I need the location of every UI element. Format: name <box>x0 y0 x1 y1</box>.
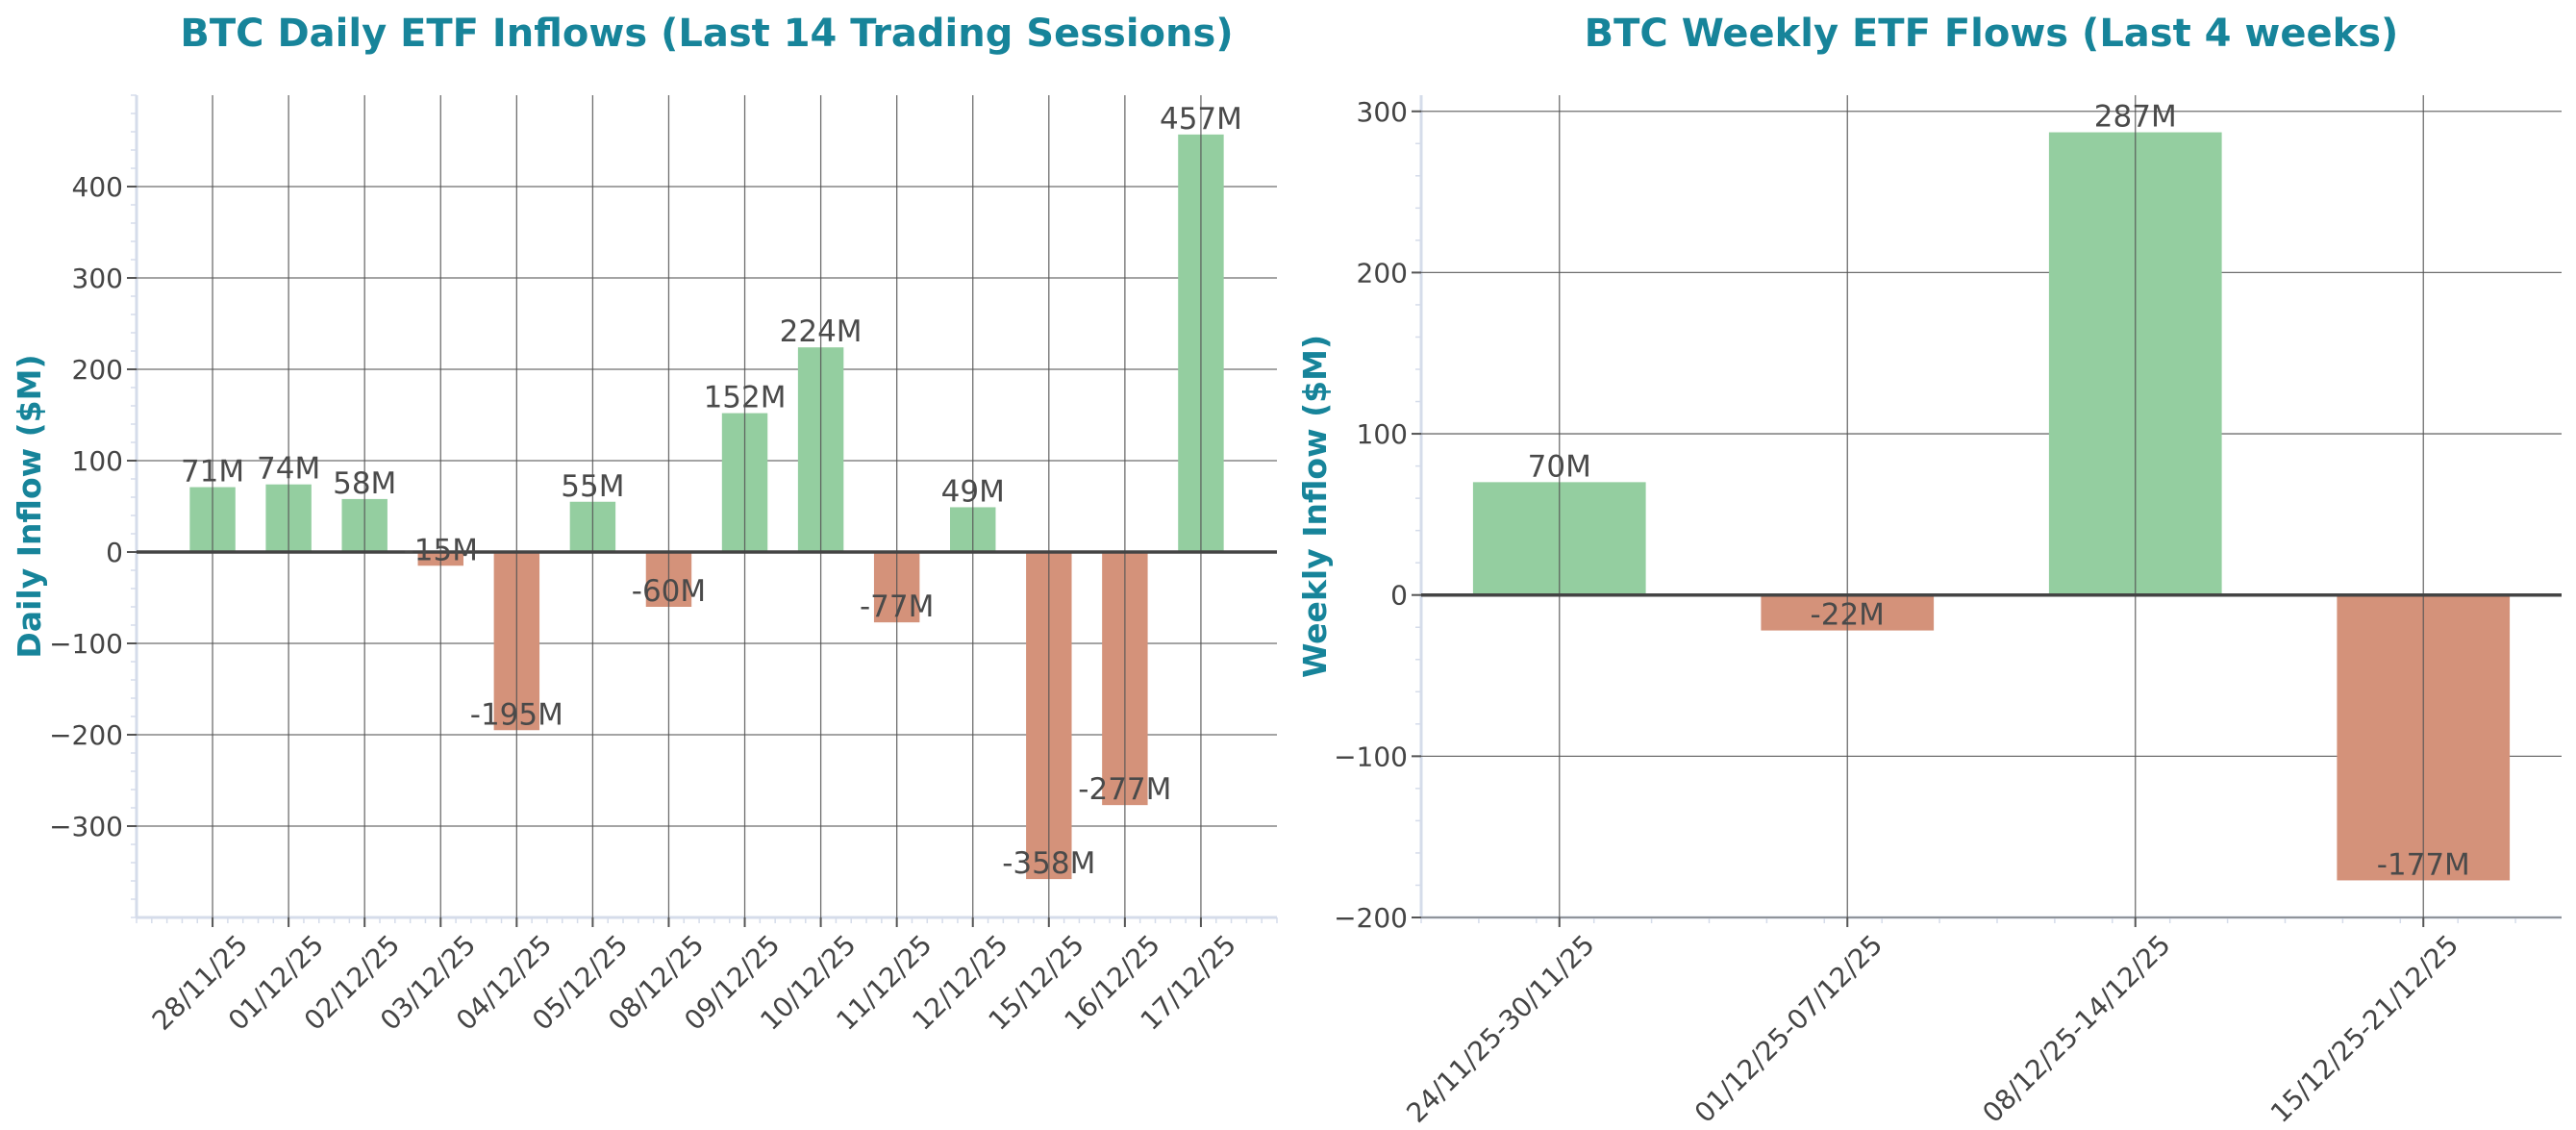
x-tick-label: 01/12/25-07/12/25 <box>1688 929 1888 1129</box>
y-tick-label: −200 <box>1334 902 1408 934</box>
y-tick-label: 200 <box>1357 257 1408 289</box>
y-tick-label: 300 <box>1357 96 1408 128</box>
y-tick-label: 300 <box>72 263 123 294</box>
data-label: -358M <box>1002 846 1095 881</box>
y-axis-label: Daily Inflow ($M) <box>11 354 48 658</box>
data-label: -77M <box>860 590 934 624</box>
y-tick-label: −100 <box>49 628 123 660</box>
data-label: -15M <box>404 533 478 567</box>
x-tick-label: 08/12/25-14/12/25 <box>1976 929 2176 1129</box>
x-tick-label: 15/12/25-21/12/25 <box>2264 929 2464 1129</box>
data-label: 49M <box>941 474 1005 509</box>
y-tick-label: 100 <box>72 445 123 477</box>
data-label: -177M <box>2377 847 2470 882</box>
x-tick-label: 24/11/25-30/11/25 <box>1400 929 1600 1129</box>
data-label: 71M <box>181 455 244 490</box>
y-tick-label: 200 <box>72 354 123 386</box>
weekly-flows-chart: BTC Weekly ETF Flows (Last 4 weeks) Weekl… <box>1296 12 2562 1129</box>
y-tick-label: 0 <box>106 537 123 568</box>
daily-inflows-chart: BTC Daily ETF Inflows (Last 14 Trading S… <box>11 12 1278 1037</box>
data-label: 55M <box>561 469 624 504</box>
data-label: 74M <box>257 452 320 487</box>
data-label: 287M <box>2094 100 2177 135</box>
chart-title: BTC Weekly ETF Flows (Last 4 weeks) <box>1585 12 2399 56</box>
data-label: -22M <box>1811 598 1885 633</box>
data-label: -277M <box>1078 772 1171 807</box>
data-label: 457M <box>1160 102 1242 137</box>
y-axis-label: Weekly Inflow ($M) <box>1296 335 1334 678</box>
data-label: 152M <box>704 381 787 415</box>
y-tick-label: 100 <box>1357 418 1408 450</box>
chart-title: BTC Daily ETF Inflows (Last 14 Trading S… <box>180 12 1233 56</box>
data-label: -60M <box>632 574 706 609</box>
data-label: 70M <box>1528 449 1591 484</box>
data-label: -195M <box>470 697 563 732</box>
y-tick-label: −200 <box>49 719 123 751</box>
data-label: 58M <box>333 466 396 501</box>
y-tick-label: −100 <box>1334 741 1408 772</box>
y-tick-label: −300 <box>49 811 123 842</box>
y-tick-label: 0 <box>1390 580 1408 612</box>
data-label: 224M <box>780 314 863 349</box>
y-tick-label: 400 <box>72 171 123 203</box>
